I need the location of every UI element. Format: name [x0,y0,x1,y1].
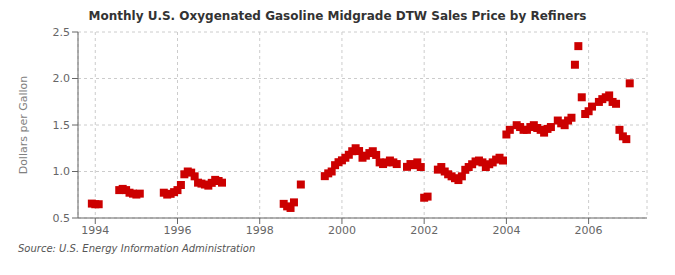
svg-text:1.5: 1.5 [53,119,71,132]
svg-text:2000: 2000 [328,224,356,237]
svg-text:2004: 2004 [492,224,520,237]
svg-text:Dollars per Gallon: Dollars per Gallon [17,76,30,175]
svg-text:1.0: 1.0 [53,165,71,178]
svg-text:1996: 1996 [163,224,191,237]
svg-text:1994: 1994 [81,224,109,237]
svg-text:2002: 2002 [410,224,438,237]
svg-text:1998: 1998 [246,224,274,237]
html-text:Monthly U.S. Oxygenated Gasoli: Monthly U.S. Oxygenated Gasoline Midgrad… [88,9,587,23]
svg-text:2006: 2006 [575,224,603,237]
svg-text:0.5: 0.5 [53,212,71,225]
svg-text:2.0: 2.0 [53,72,71,85]
html-text:Source: U.S. Energy Informatio: Source: U.S. Energy Information Administ… [18,243,256,254]
svg-text:2.5: 2.5 [53,26,71,39]
